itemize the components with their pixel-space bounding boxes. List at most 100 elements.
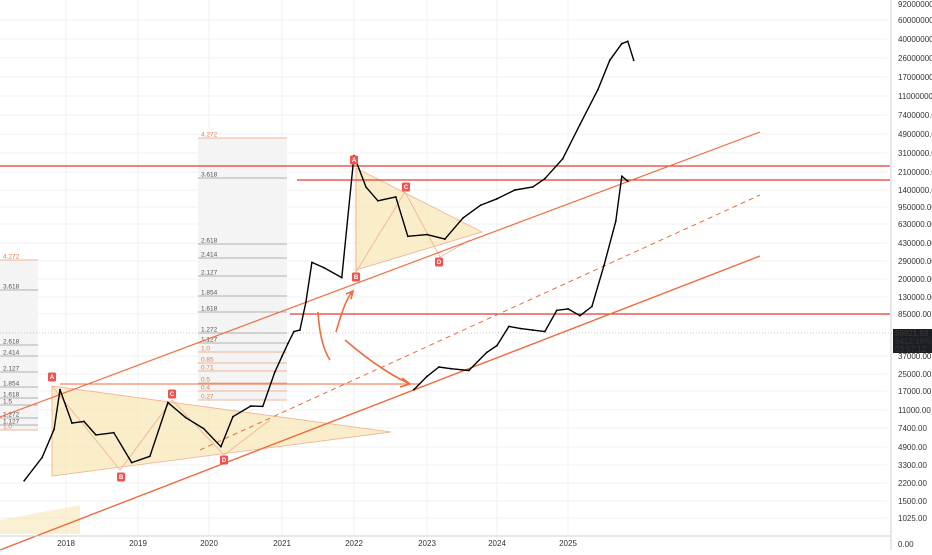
- price-point: [467, 369, 470, 372]
- price-point: [567, 308, 569, 310]
- y-tick-label: 17000000.00: [898, 73, 932, 82]
- fib-level-label: 4.272: [201, 132, 218, 139]
- arrow-head: [345, 289, 355, 300]
- fib-level-label: 1.5: [3, 399, 12, 406]
- price-point: [41, 456, 43, 459]
- y-tick-label: 85000.00: [898, 310, 932, 319]
- price-point: [450, 367, 452, 370]
- price-point: [406, 235, 409, 238]
- price-point: [614, 220, 617, 223]
- y-tick-label: 7400000.00: [898, 111, 932, 120]
- price-point: [438, 366, 440, 368]
- x-tick-label: 2019: [129, 539, 147, 548]
- price-point: [412, 388, 415, 391]
- fib-level-label: 4.272: [3, 254, 20, 261]
- y-tick-label: 17000.00: [898, 387, 932, 396]
- fib-level-label: 0.71: [201, 365, 214, 372]
- y-tick-label: 26000000.00: [898, 54, 932, 63]
- y-tick-label: 4900000.00: [898, 130, 932, 139]
- x-tick-label: 2022: [345, 539, 363, 548]
- y-tick-label: 92000000.00: [898, 0, 932, 9]
- pattern-point-label: D: [437, 260, 442, 266]
- y-tick-label: 290000.00: [898, 257, 932, 266]
- fib-level-label: 1.127: [3, 419, 20, 426]
- price-point: [620, 175, 623, 178]
- price-point: [496, 197, 498, 200]
- y-tick-label: 3300.00: [898, 461, 927, 470]
- price-tag-timer: 03:57:12: [895, 345, 927, 354]
- pattern-zigzag-2: [355, 168, 471, 274]
- channel-lower: [0, 255, 761, 551]
- x-tick-label: 2024: [488, 539, 506, 548]
- price-point: [426, 375, 428, 378]
- price-point: [71, 422, 73, 424]
- fib-level-label: 0.27: [201, 394, 214, 401]
- price-point: [311, 261, 313, 264]
- pattern-point-d: D: [435, 257, 443, 267]
- pattern-point-label: B: [354, 275, 359, 281]
- price-point: [394, 196, 397, 198]
- price-point: [65, 405, 67, 408]
- x-tick-label: 2020: [200, 539, 218, 548]
- pattern-point-a: A: [350, 155, 358, 165]
- price-point: [579, 123, 581, 126]
- pattern-point-a: A: [48, 372, 56, 382]
- price-point: [479, 204, 482, 207]
- price-point: [23, 479, 26, 482]
- price-point: [287, 342, 289, 345]
- fib-level-label: 2.127: [201, 270, 218, 277]
- y-tick-label: 11000000.00: [898, 92, 932, 101]
- price-point: [626, 40, 629, 43]
- y-tick-label: 1400000.00: [898, 186, 932, 195]
- pattern-point-label: A: [50, 375, 55, 381]
- price-point: [444, 238, 446, 241]
- y-tick-label: 40000000.00: [898, 35, 932, 44]
- fib-level-label: 2.414: [3, 350, 20, 357]
- price-point: [426, 233, 428, 236]
- price-point: [220, 445, 222, 448]
- price-point: [485, 351, 488, 354]
- channel-mid: [199, 194, 761, 451]
- pattern-point-label: B: [119, 475, 124, 481]
- fib-level-label: 2.414: [201, 252, 218, 259]
- price-point: [543, 330, 546, 333]
- price-point: [53, 428, 55, 431]
- price-point: [626, 180, 629, 183]
- fib-level-label: 2.127: [3, 366, 20, 373]
- price-point: [202, 427, 205, 430]
- y-tick-label: 2100000.00: [898, 168, 932, 177]
- pattern-point-d: D: [220, 455, 228, 465]
- pattern-point-label: C: [404, 185, 409, 191]
- price-point: [632, 59, 635, 62]
- price-point: [130, 461, 133, 464]
- fib-level-label: 1.0: [3, 424, 12, 431]
- price-point: [365, 186, 367, 188]
- price-point: [184, 416, 187, 419]
- price-point: [608, 59, 611, 62]
- triangle-pattern-2: [355, 167, 484, 271]
- y-tick-label: 60000000.00: [898, 16, 932, 25]
- price-point: [462, 217, 464, 220]
- price-tag-change: 6412.16%: [895, 337, 931, 346]
- y-tick-label: 4900.00: [898, 443, 927, 452]
- y-tick-label: 1500.00: [898, 497, 927, 506]
- pattern-point-c: C: [402, 182, 410, 192]
- fib-level-label: 3.618: [3, 284, 20, 291]
- price-point: [532, 186, 534, 188]
- price-tag-bg: [893, 329, 932, 353]
- price-point: [377, 199, 379, 202]
- fib-level-label: 1.0: [201, 346, 210, 353]
- price-point: [543, 177, 546, 180]
- fib-level-label: 1.854: [3, 381, 20, 388]
- price-point: [597, 88, 599, 91]
- fib-level-label: 2.618: [201, 238, 218, 245]
- pattern-point-badge: [352, 272, 360, 282]
- y-tick-label: 130000.00: [898, 293, 932, 302]
- price-point: [232, 415, 234, 418]
- price-point: [520, 327, 522, 330]
- price-point: [59, 388, 61, 391]
- price-point: [83, 420, 85, 423]
